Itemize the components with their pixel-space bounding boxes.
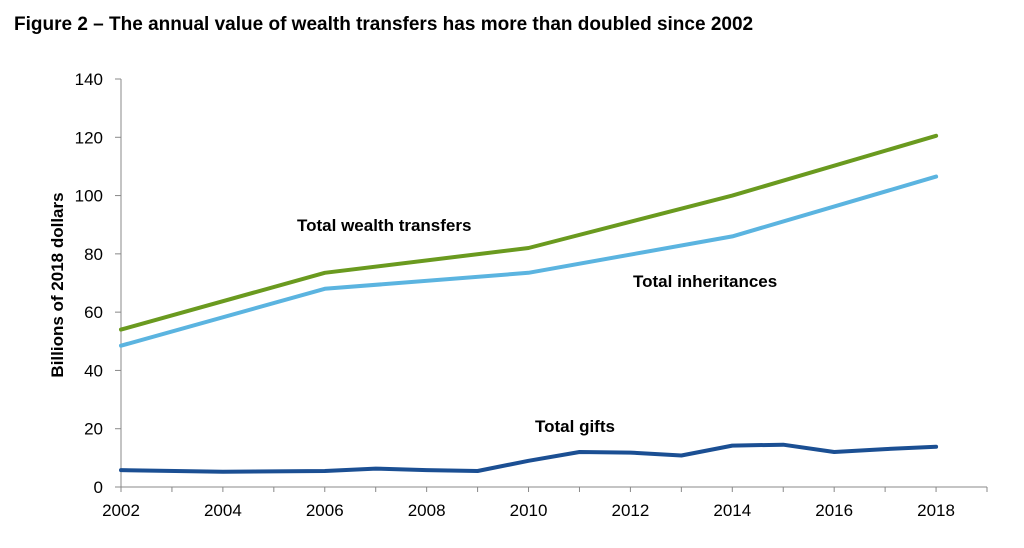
series-label-0: Total wealth transfers (297, 216, 471, 235)
series-line-1 (119, 174, 939, 348)
series-lines (119, 133, 939, 474)
y-tick-label: 100 (75, 187, 103, 206)
x-tick-label: 2016 (815, 501, 853, 520)
x-tick-label: 2018 (917, 501, 955, 520)
y-tick-label: 40 (84, 361, 103, 380)
series-label-2: Total gifts (535, 417, 615, 436)
y-tick-label: 120 (75, 128, 103, 147)
y-tick-labels: 0 20 40 60 80 100 120 140 (75, 70, 103, 497)
series-line-2 (119, 442, 939, 474)
y-tick-label: 80 (84, 245, 103, 264)
x-tick-label: 2014 (713, 501, 751, 520)
y-tick-label: 140 (75, 70, 103, 89)
y-tick-label: 60 (84, 303, 103, 322)
series-labels: Total wealth transfers Total inheritances… (297, 216, 777, 436)
y-tick-label: 0 (94, 478, 103, 497)
x-tick-label: 2012 (611, 501, 649, 520)
x-tick-label: 2008 (408, 501, 446, 520)
y-axis-label: Billions of 2018 dollars (48, 192, 67, 377)
x-tick-label: 2002 (102, 501, 140, 520)
chart-title: Figure 2 – The annual value of wealth tr… (14, 14, 754, 35)
x-tick-label: 2010 (510, 501, 548, 520)
axes (115, 78, 988, 492)
y-tick-label: 20 (84, 420, 103, 439)
x-tick-label: 2004 (204, 501, 242, 520)
series-line-0 (119, 133, 939, 332)
series-label-1: Total inheritances (633, 272, 777, 291)
x-tick-label: 2006 (306, 501, 344, 520)
x-tick-labels: 2002 2004 2006 2008 2010 2012 2014 2016 2018 (102, 501, 955, 520)
